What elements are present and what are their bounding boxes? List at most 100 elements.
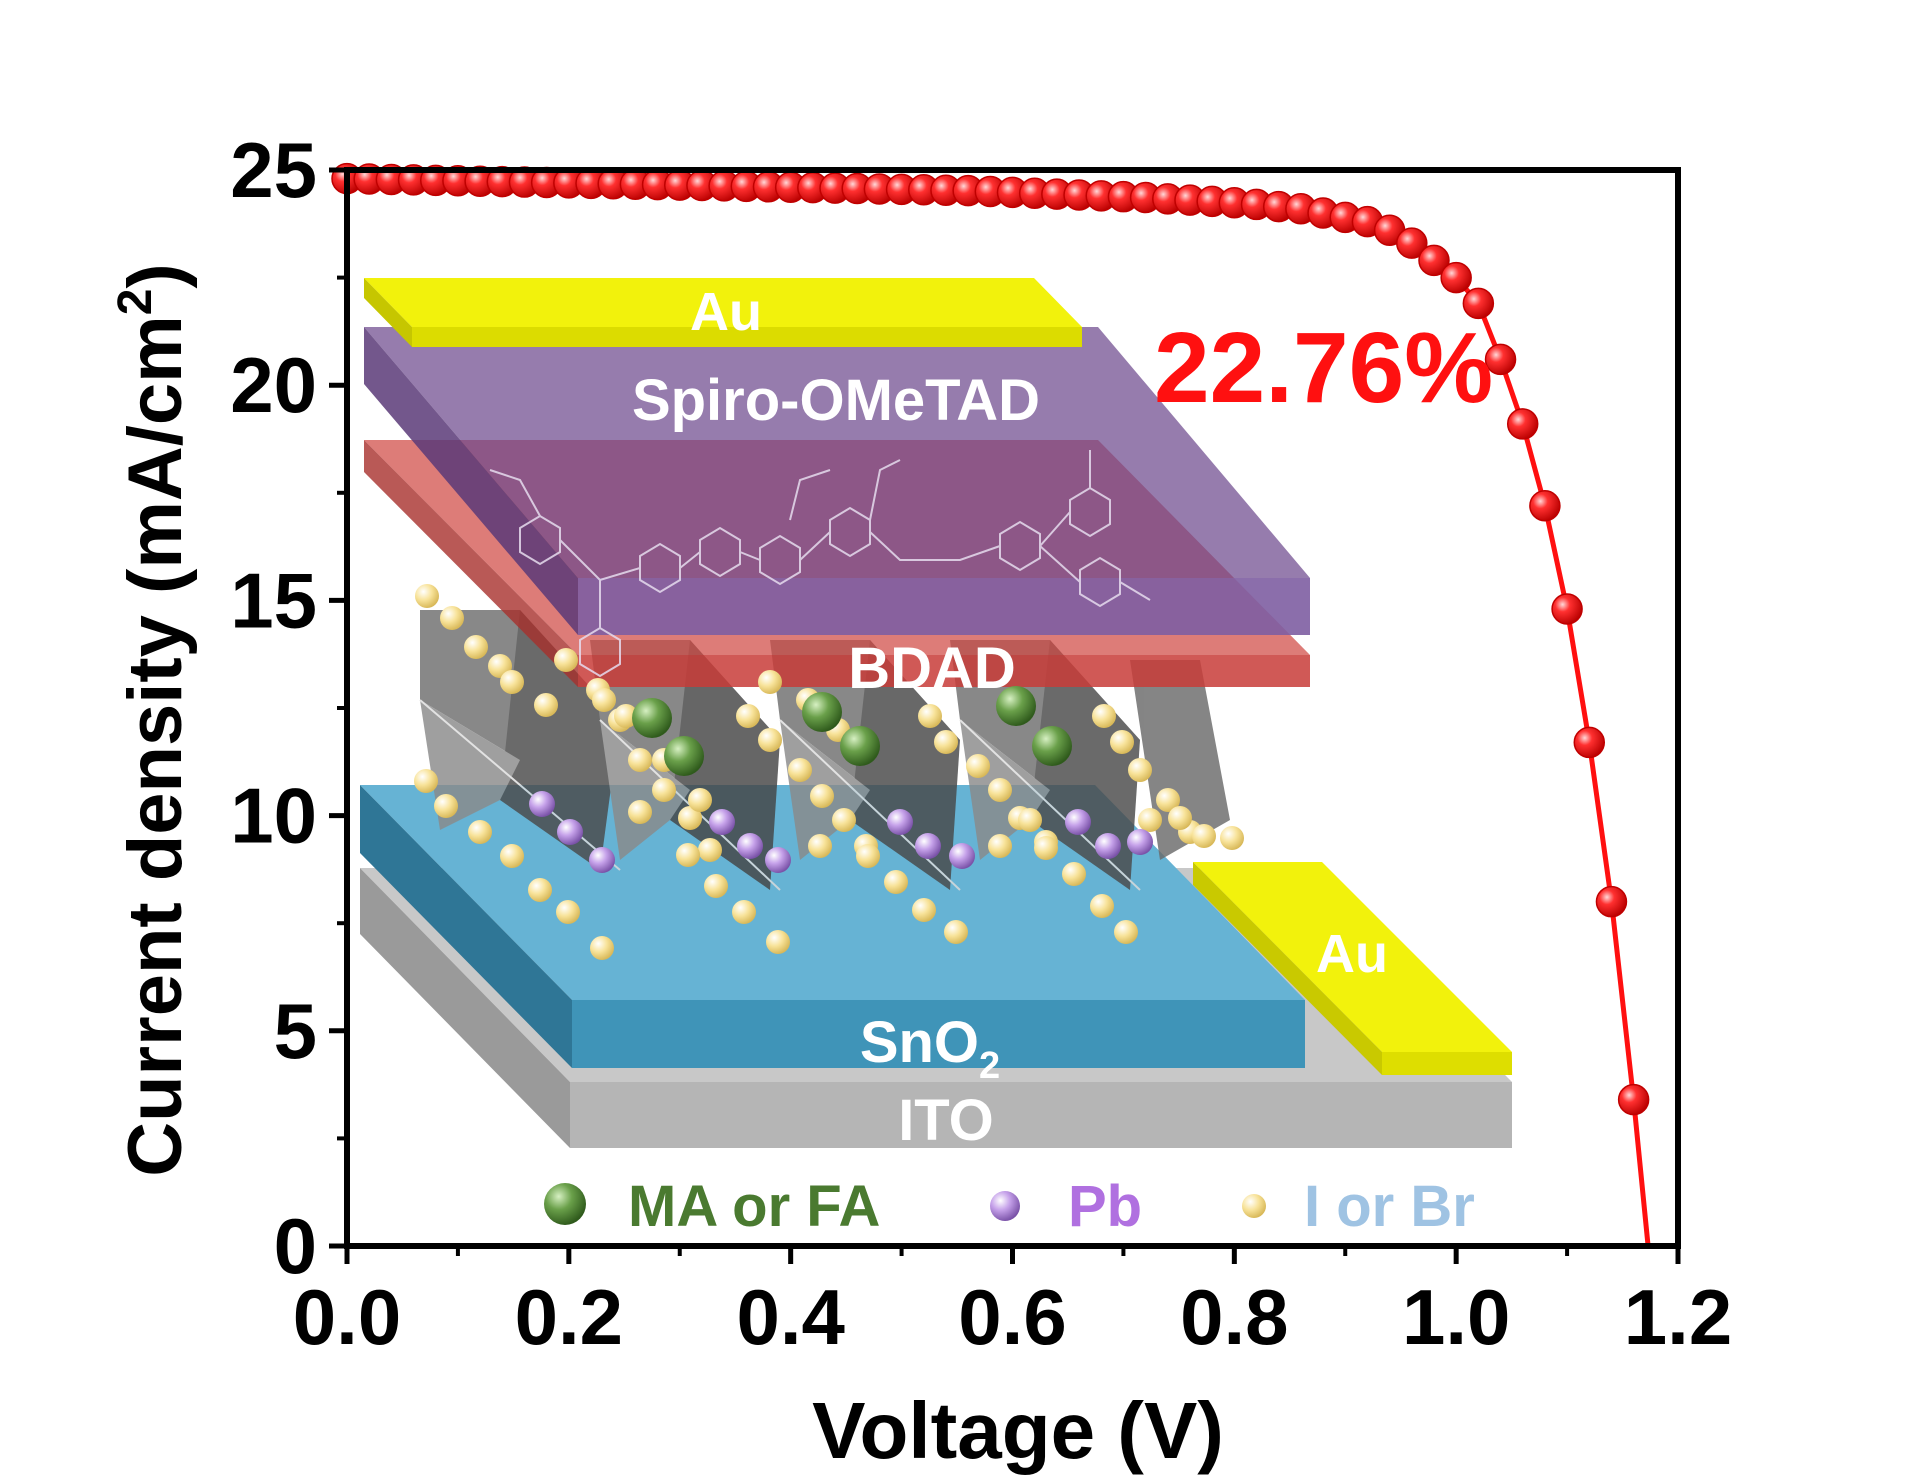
halide-atom <box>1034 836 1058 860</box>
pb-atom <box>887 809 913 835</box>
halide-atom <box>1220 826 1244 850</box>
x-axis-label: Voltage (V) <box>812 1386 1224 1475</box>
y-axis-label-sup: 2 <box>109 289 162 316</box>
halide-atom <box>628 748 652 772</box>
halide-atom <box>944 920 968 944</box>
halide-atom <box>732 900 756 924</box>
halide-atom <box>1114 920 1138 944</box>
halide-atom <box>554 648 578 672</box>
y-axis-label: Current density (mA/cm2) <box>109 263 198 1177</box>
halide-atom <box>440 606 464 630</box>
halide-atom <box>704 874 728 898</box>
efficiency-annotation: 22.76% <box>1154 312 1493 424</box>
jv-data-points <box>331 162 1650 1116</box>
halide-atom <box>736 704 760 728</box>
data-point <box>1595 885 1628 918</box>
halide-atom <box>1110 730 1134 754</box>
x-tick-label: 0.0 <box>293 1273 401 1361</box>
y-tick-label: 0 <box>274 1202 317 1290</box>
x-tick-label: 1.2 <box>1624 1273 1732 1361</box>
halide-atom <box>808 834 832 858</box>
halide-atom <box>810 784 834 808</box>
x-axis-tick-labels: 0.0 0.2 0.4 0.6 0.8 1.0 1.2 <box>293 1273 1732 1361</box>
pb-atom <box>949 843 975 869</box>
halide-atom <box>766 930 790 954</box>
y-tick-label: 15 <box>230 556 317 644</box>
halide-atom <box>592 688 616 712</box>
halide-atom <box>1192 824 1216 848</box>
plot-area: 0.0 0.2 0.4 0.6 0.8 1.0 1.2 0 5 10 15 20 25 <box>230 126 1732 1361</box>
pb-atom <box>709 809 735 835</box>
data-point <box>1462 287 1495 320</box>
halide-atom <box>884 870 908 894</box>
halide-atom <box>1018 808 1042 832</box>
halide-atom <box>758 670 782 694</box>
cation-atom <box>664 736 704 776</box>
pb-atom <box>589 847 615 873</box>
halide-atom <box>415 584 439 608</box>
halide-atom <box>468 820 492 844</box>
halide-atom <box>528 878 552 902</box>
label-au-side: Au <box>1316 924 1388 984</box>
cation-atom <box>996 686 1036 726</box>
label-au-top: Au <box>690 282 762 342</box>
pb-atom <box>557 819 583 845</box>
pb-atom <box>915 833 941 859</box>
data-point <box>1551 593 1583 625</box>
x-tick-label: 0.6 <box>958 1273 1066 1361</box>
x-axis-ticks <box>344 1246 1681 1264</box>
halide-atom <box>676 843 700 867</box>
halide-atom <box>1168 806 1192 830</box>
x-tick-label: 1.0 <box>1402 1273 1510 1361</box>
pb-atom <box>737 833 763 859</box>
data-point <box>1573 726 1606 759</box>
pb-atom <box>1065 809 1091 835</box>
halide-atom <box>934 730 958 754</box>
y-axis-label-end: ) <box>113 263 198 288</box>
pb-atom <box>1095 833 1121 859</box>
halide-atom <box>414 769 438 793</box>
halide-atom <box>988 834 1012 858</box>
halide-atom <box>556 900 580 924</box>
label-sno2-main: SnO <box>860 1010 979 1075</box>
data-point <box>1396 227 1428 259</box>
halide-atom <box>918 704 942 728</box>
label-sno2: SnO2 <box>860 1010 1000 1087</box>
halide-atom <box>832 808 856 832</box>
halide-atom <box>500 670 524 694</box>
halide-atom <box>614 704 638 728</box>
pb-atom <box>529 791 555 817</box>
halide-atom <box>688 788 712 812</box>
halide-atom <box>1092 704 1116 728</box>
x-tick-label: 0.4 <box>736 1273 844 1361</box>
halide-atom <box>534 693 558 717</box>
bdad-molecule-icon <box>489 450 1151 678</box>
label-sno2-sub: 2 <box>979 1045 1000 1087</box>
halide-atom <box>698 838 722 862</box>
pb-atoms <box>529 791 1153 873</box>
y-tick-label: 20 <box>230 341 317 429</box>
y-axis-label-main: Current density (mA/cm <box>113 315 198 1177</box>
data-point <box>1418 244 1450 277</box>
legend-halide-swatch <box>1242 1194 1266 1218</box>
data-point <box>1617 1083 1650 1116</box>
legend-cation-swatch <box>544 1183 586 1225</box>
halide-atom <box>988 778 1012 802</box>
halide-atom <box>652 778 676 802</box>
halide-atoms <box>414 584 1244 960</box>
y-tick-label: 5 <box>274 987 317 1075</box>
au-top-electrode <box>364 278 1082 347</box>
halide-atom <box>464 635 488 659</box>
cation-atom <box>632 698 672 738</box>
x-tick-label: 0.8 <box>1180 1273 1288 1361</box>
halide-atom <box>1128 758 1152 782</box>
data-point <box>1484 343 1517 376</box>
legend-cation-label: MA or FA <box>628 1174 880 1239</box>
y-axis-tick-labels: 0 5 10 15 20 25 <box>230 126 317 1290</box>
halide-atom <box>590 936 614 960</box>
y-tick-label: 10 <box>230 772 317 860</box>
halide-atom <box>912 898 936 922</box>
pb-atom <box>765 847 791 873</box>
legend-pb-label: Pb <box>1068 1174 1142 1239</box>
